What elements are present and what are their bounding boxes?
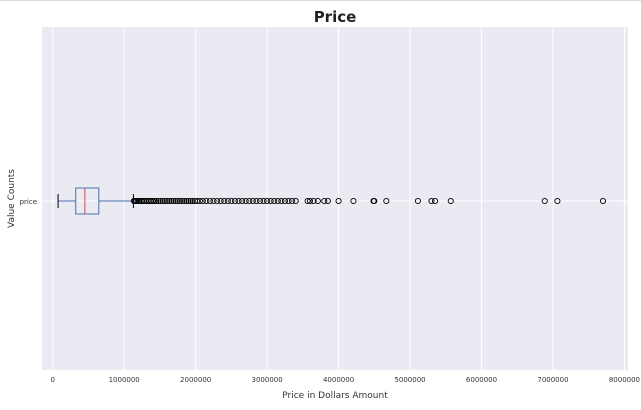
interquartile-box <box>75 187 100 215</box>
outlier-point <box>206 197 213 205</box>
outlier-points <box>130 197 607 205</box>
x-tick-label: 4000000 <box>323 376 354 384</box>
outlier-point <box>189 197 196 205</box>
outlier-point <box>428 197 435 205</box>
outlier-point <box>166 197 173 205</box>
outlier-point <box>264 197 271 205</box>
outlier-point <box>292 197 299 205</box>
outlier-point <box>151 197 158 205</box>
outlier-point <box>170 197 177 205</box>
outlier-point <box>249 197 256 205</box>
outlier-point <box>235 197 242 205</box>
outlier-point <box>174 197 181 205</box>
outlier-point <box>289 197 296 205</box>
outlier-point <box>256 197 264 205</box>
outlier-point <box>242 197 249 205</box>
grid-lines <box>42 27 628 370</box>
outlier-point <box>196 197 203 205</box>
outlier-point <box>541 197 548 205</box>
outlier-point <box>224 197 231 205</box>
outlier-point <box>324 197 331 205</box>
outlier-point <box>350 197 357 205</box>
y-axis-label: Value Counts <box>7 169 17 228</box>
outlier-point <box>271 197 278 205</box>
x-tick-label: 8000000 <box>609 376 640 384</box>
outlier-point <box>414 197 421 205</box>
outlier-point <box>155 197 162 205</box>
outlier-point <box>214 197 221 205</box>
outlier-point <box>306 197 314 205</box>
outlier-point <box>371 197 378 205</box>
outlier-point <box>159 197 166 205</box>
outlier-point <box>383 197 390 205</box>
outlier-point <box>199 197 206 205</box>
outlier-point <box>231 197 239 205</box>
outlier-point <box>149 197 156 205</box>
x-tick-label: 0 <box>50 376 54 384</box>
plot-area <box>42 27 628 370</box>
outlier-point <box>447 197 454 205</box>
x-tick-label: 6000000 <box>466 376 497 384</box>
outlier-point <box>161 197 168 205</box>
x-tick-label: 5000000 <box>394 376 425 384</box>
x-tick-label: 2000000 <box>180 376 211 384</box>
outlier-point <box>335 197 342 205</box>
x-tick-label: 3000000 <box>252 376 283 384</box>
outlier-point <box>554 197 561 205</box>
outlier-point <box>176 197 183 205</box>
x-tick-label: 1000000 <box>109 376 140 384</box>
outlier-point <box>153 197 160 205</box>
outlier-point <box>253 197 260 205</box>
outlier-point <box>203 197 210 205</box>
outlier-point <box>274 197 281 205</box>
outlier-point <box>157 197 164 205</box>
outlier-point <box>181 197 188 205</box>
outlier-point <box>228 197 235 205</box>
outlier-point <box>183 197 190 205</box>
outlier-point <box>179 197 186 205</box>
outlier-point <box>431 197 439 205</box>
outlier-point <box>221 197 228 205</box>
chart-title: Price <box>314 8 357 26</box>
outlier-point <box>187 197 194 205</box>
outlier-point <box>314 197 321 205</box>
x-tick-labels: 0 1000000 2000000 3000000 4000000 5000000 6000… <box>50 376 640 384</box>
outlier-point <box>260 197 267 205</box>
outlier-point <box>246 197 253 205</box>
outlier-point <box>321 197 328 205</box>
outlier-point <box>217 197 224 205</box>
outlier-point <box>172 197 179 205</box>
top-border <box>0 0 641 1</box>
outlier-point <box>210 197 217 205</box>
x-axis-label: Price in Dollars Amount <box>282 391 388 401</box>
outlier-point <box>194 197 201 205</box>
outlier-point <box>168 197 175 205</box>
outlier-point <box>599 197 607 205</box>
outlier-point <box>185 197 192 205</box>
outlier-point <box>239 197 246 205</box>
outlier-point <box>281 197 289 205</box>
category-label: price <box>20 198 37 206</box>
outlier-point <box>267 197 274 205</box>
outlier-point <box>285 197 292 205</box>
outlier-point <box>310 197 317 205</box>
outlier-point <box>278 197 285 205</box>
outlier-point <box>164 197 171 205</box>
x-tick-label: 7000000 <box>537 376 568 384</box>
outlier-point <box>304 197 311 205</box>
